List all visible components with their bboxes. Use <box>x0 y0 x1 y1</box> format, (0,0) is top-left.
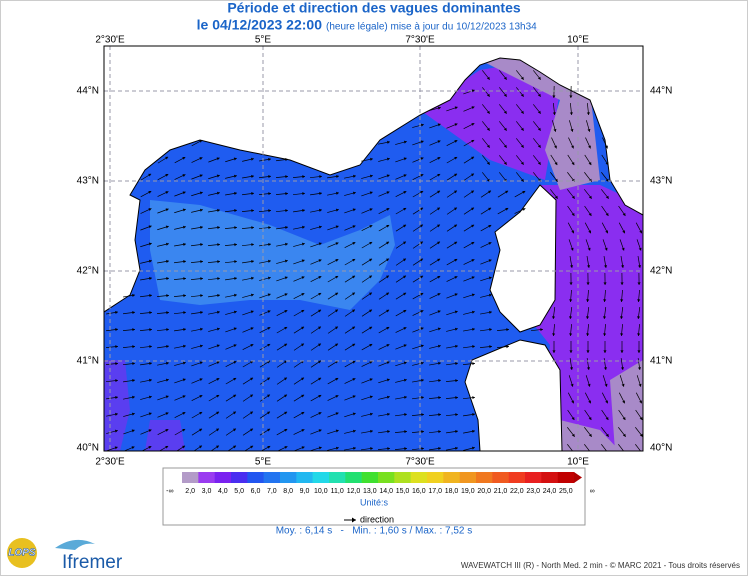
colorbar-cell <box>541 472 558 483</box>
colorbar-label: 25,0 <box>559 488 573 495</box>
colorbar-cell <box>427 472 444 483</box>
lat-label: 41°N <box>77 356 99 367</box>
legend-unit: Unité:s <box>360 497 389 507</box>
colorbar-label: 10,0 <box>314 488 328 495</box>
colorbar-label: 21,0 <box>494 488 508 495</box>
colorbar-label: 2,0 <box>185 488 195 495</box>
colorbar-label: 7,0 <box>267 488 277 495</box>
colorbar-label: 8,0 <box>283 488 293 495</box>
colorbar-cell <box>509 472 526 483</box>
lat-label: 42°N <box>650 266 672 277</box>
colorbar-cell <box>362 472 379 483</box>
colorbar-label: 5,0 <box>234 488 244 495</box>
colorbar-cell <box>525 472 542 483</box>
title: Période et direction des vagues dominant… <box>227 0 521 16</box>
colorbar-label: 24,0 <box>543 488 557 495</box>
lon-label: 7°30'E <box>405 457 435 468</box>
colorbar-cell <box>460 472 477 483</box>
colorbar-label: ∞ <box>590 488 595 495</box>
lat-label: 43°N <box>77 176 99 187</box>
lon-label: 10°E <box>567 35 589 46</box>
footer: WAVEWATCH III (R) - North Med. 2 min - ©… <box>461 561 740 570</box>
lat-label: 43°N <box>650 176 672 187</box>
colorbar-label: 23,0 <box>526 488 540 495</box>
colorbar-cell <box>558 472 575 483</box>
colorbar-cell <box>296 472 313 483</box>
colorbar-cell <box>492 472 509 483</box>
lon-label: 10°E <box>567 457 589 468</box>
lat-label: 44°N <box>650 86 672 97</box>
colorbar-cell <box>476 472 493 483</box>
colorbar-cell <box>329 472 346 483</box>
colorbar-cell <box>247 472 264 483</box>
colorbar-cell <box>198 472 215 483</box>
colorbar-cell <box>182 472 199 483</box>
colorbar-label: 6,0 <box>251 488 261 495</box>
map <box>104 46 643 454</box>
lat-label: 40°N <box>77 443 99 454</box>
stats: Moy. : 6,14 s - Min. : 1,60 s / Max. : 7… <box>276 526 473 537</box>
colorbar-label: 22,0 <box>510 488 524 495</box>
lat-label: 42°N <box>77 266 99 277</box>
colorbar-label: 18,0 <box>445 488 459 495</box>
colorbar-cell <box>411 472 428 483</box>
colorbar-label: -∞ <box>166 488 173 495</box>
lon-label: 5°E <box>255 457 272 468</box>
colorbar-label: 13,0 <box>363 488 377 495</box>
colorbar-cell <box>313 472 330 483</box>
colorbar-cell <box>394 472 411 483</box>
colorbar-label: 16,0 <box>412 488 426 495</box>
colorbar-label: 15,0 <box>396 488 410 495</box>
ifremer-text: Ifremer <box>62 552 123 573</box>
colorbar-label: 11,0 <box>331 488 344 495</box>
legend-direction: direction <box>360 514 394 524</box>
lops-text: LOPS <box>8 548 36 559</box>
colorbar-label: 17,0 <box>428 488 442 495</box>
colorbar-cell <box>443 472 460 483</box>
lon-label: 2°30'E <box>95 35 125 46</box>
colorbar-label: 20,0 <box>477 488 491 495</box>
colorbar-cell <box>280 472 297 483</box>
lon-label: 5°E <box>255 35 272 46</box>
colorbar-label: 9,0 <box>300 488 310 495</box>
date: le 04/12/2023 22:00 <box>197 17 323 33</box>
colorbar-cell <box>345 472 362 483</box>
colorbar-label: 12,0 <box>347 488 361 495</box>
colorbar-label: 14,0 <box>379 488 393 495</box>
lon-label: 7°30'E <box>405 35 435 46</box>
lat-label: 40°N <box>650 443 672 454</box>
colorbar-cell <box>378 472 395 483</box>
lat-label: 41°N <box>650 356 672 367</box>
update: (heure légale) mise à jour du 10/12/2023… <box>326 22 537 33</box>
colorbar-cell <box>264 472 281 483</box>
colorbar-cell <box>215 472 232 483</box>
lat-label: 44°N <box>77 86 99 97</box>
colorbar-label: 4,0 <box>218 488 228 495</box>
colorbar-label: 3,0 <box>202 488 212 495</box>
colorbar-label: 19,0 <box>461 488 475 495</box>
colorbar-cell <box>231 472 248 483</box>
lon-label: 2°30'E <box>95 457 125 468</box>
